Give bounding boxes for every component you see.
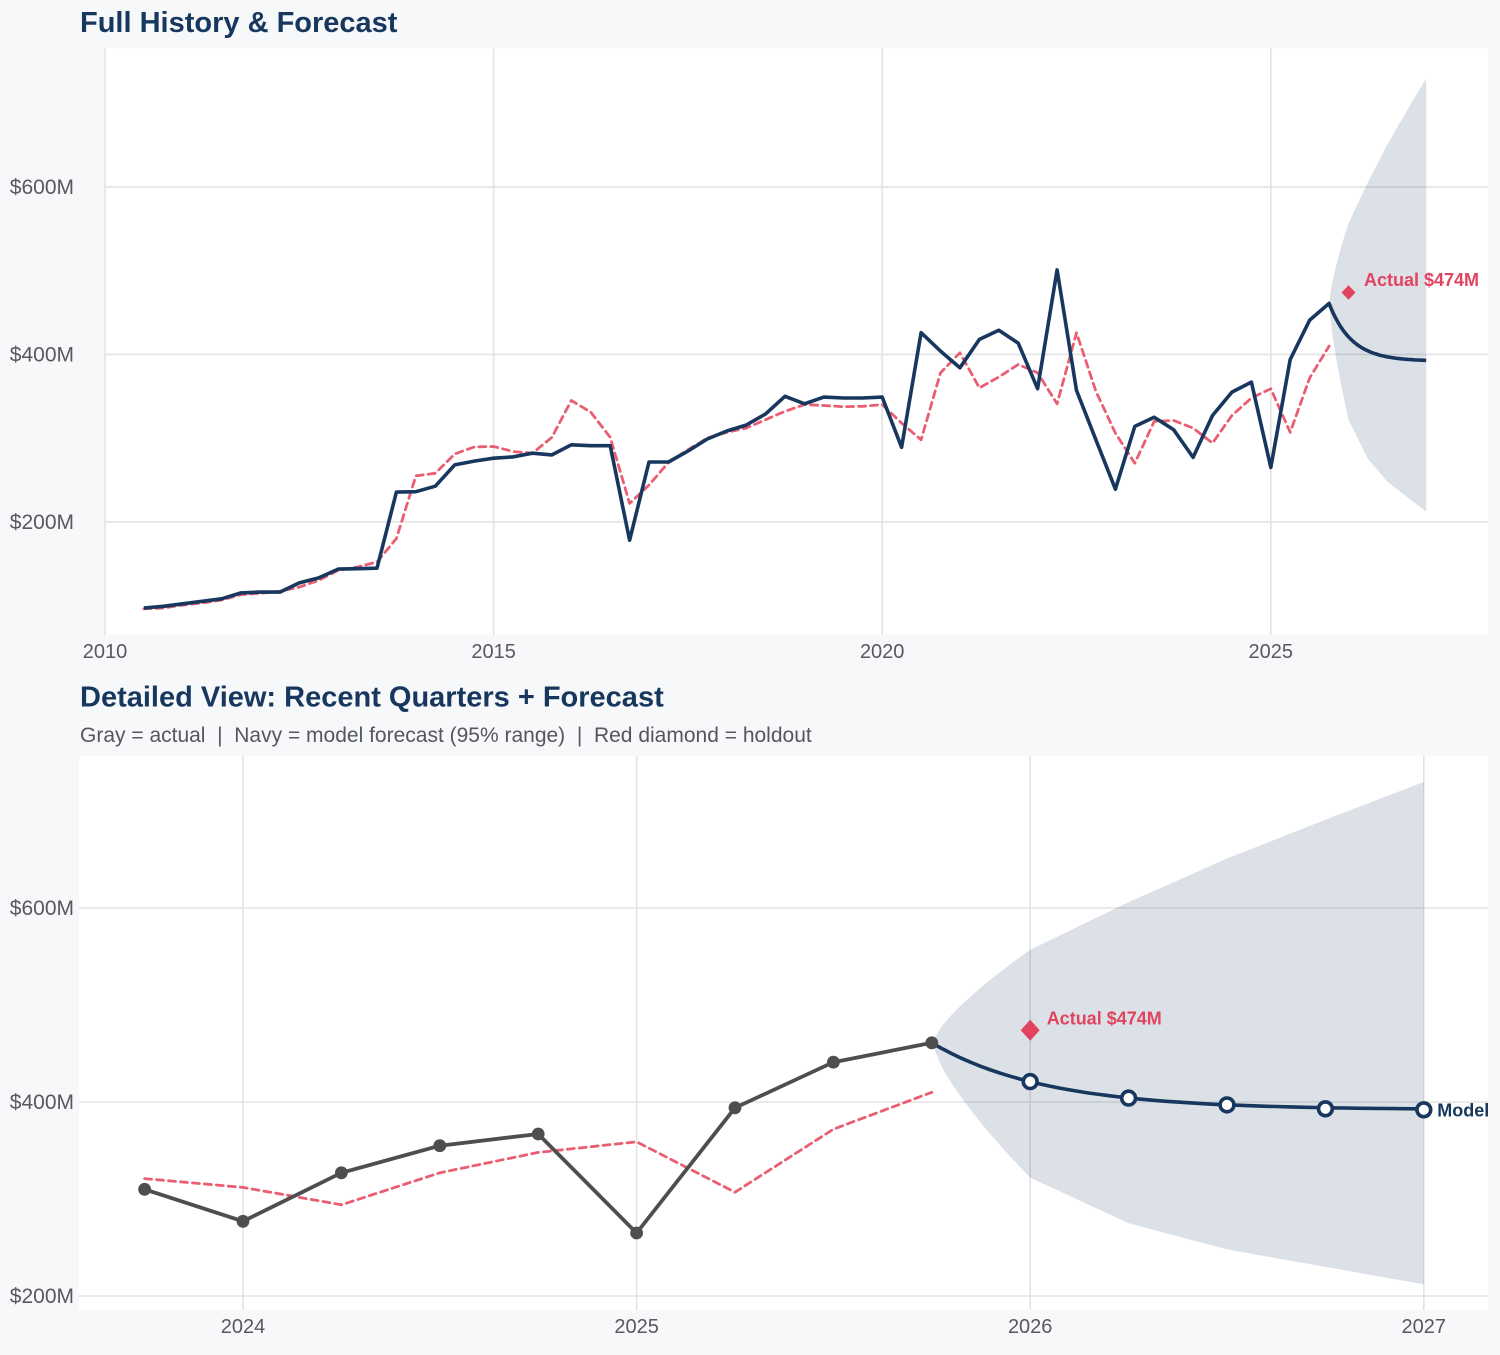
svg-text:$200M: $200M [10, 1285, 74, 1308]
svg-text:$400M: $400M [10, 1091, 74, 1114]
svg-text:2010: 2010 [83, 641, 128, 663]
svg-text:2025: 2025 [614, 1316, 659, 1338]
svg-text:2026: 2026 [1008, 1316, 1053, 1338]
svg-text:2015: 2015 [471, 641, 516, 663]
svg-text:Actual $474M: Actual $474M [1364, 270, 1479, 290]
svg-text:$600M: $600M [10, 897, 74, 920]
svg-text:2024: 2024 [221, 1316, 266, 1338]
svg-text:Model: Model [1437, 1100, 1489, 1120]
svg-text:$200M: $200M [10, 511, 74, 534]
svg-text:2025: 2025 [1249, 641, 1294, 663]
svg-text:Full History & Forecast: Full History & Forecast [80, 7, 398, 39]
svg-text:$600M: $600M [10, 176, 74, 199]
svg-text:Detailed View: Recent Quarters: Detailed View: Recent Quarters + Forecas… [80, 682, 664, 714]
svg-text:Gray = actual | Navy = model: Gray = actual | Navy = model forecast (9… [80, 724, 812, 747]
svg-text:2020: 2020 [860, 641, 905, 663]
svg-text:$400M: $400M [10, 343, 74, 366]
svg-text:2027: 2027 [1402, 1316, 1447, 1338]
svg-text:Actual $474M: Actual $474M [1047, 1009, 1162, 1029]
